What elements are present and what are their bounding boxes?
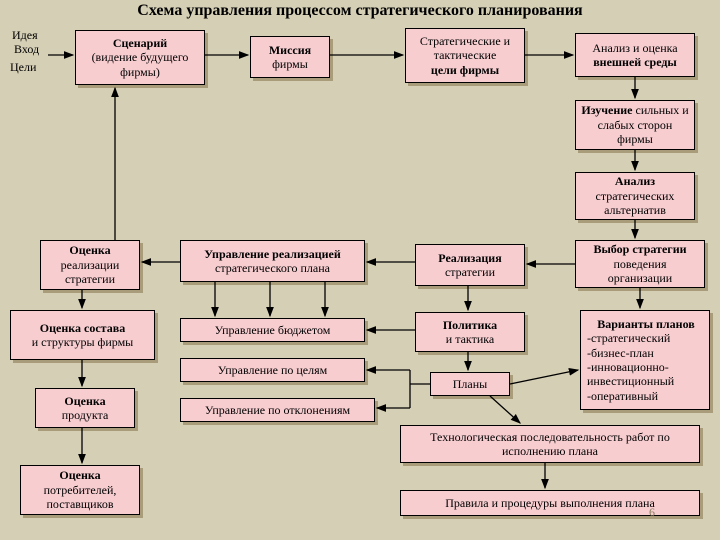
box-mgmt-budget: Управление бюджетом [180, 318, 365, 342]
box-policy: Политика и тактика [415, 312, 525, 352]
diagram-title: Схема управления процессом стратегическо… [0, 2, 720, 20]
box-mgmt-dev: Управление по отклонениям [180, 398, 375, 422]
box-rules: Правила и процедуры выполнения плана [400, 490, 700, 516]
page-number: 6 [649, 505, 655, 520]
box-analysis-alt: Анализ стратегических альтернатив [575, 172, 695, 220]
label-entry: Вход [14, 42, 39, 56]
box-eval-struct: Оценка состава и структуры фирмы [10, 310, 155, 360]
box-eval-prod: Оценка продукта [35, 388, 135, 428]
box-choice: Выбор стратегии поведения организации [575, 240, 705, 288]
box-tech-seq: Технологическая последовательность работ… [400, 425, 700, 463]
box-eval-cons: Оценка потребителей, поставщиков [20, 465, 140, 515]
box-strat-goals: Стратегические и тактические цели фирмы [405, 28, 525, 83]
box-realization: Реализация стратегии [415, 244, 525, 286]
box-plans: Планы [430, 372, 510, 396]
box-variants: Варианты планов -стратегический -бизнес-… [580, 310, 710, 410]
box-study: Изучение сильных и слабых сторон фирмы [575, 100, 695, 150]
box-mission: Миссия фирмы [250, 36, 330, 78]
label-idea: Идея [12, 28, 38, 42]
label-goals: Цели [10, 60, 36, 74]
box-mgmt-real: Управление реализацией стратегического п… [180, 240, 365, 282]
box-eval-real: Оценка реализации стратегии [40, 240, 140, 290]
box-scenario: Сценарий (видение будущего фирмы) [75, 30, 205, 85]
box-analysis-env: Анализ и оценка внешней среды [575, 33, 695, 77]
box-mgmt-goals: Управление по целям [180, 358, 365, 382]
